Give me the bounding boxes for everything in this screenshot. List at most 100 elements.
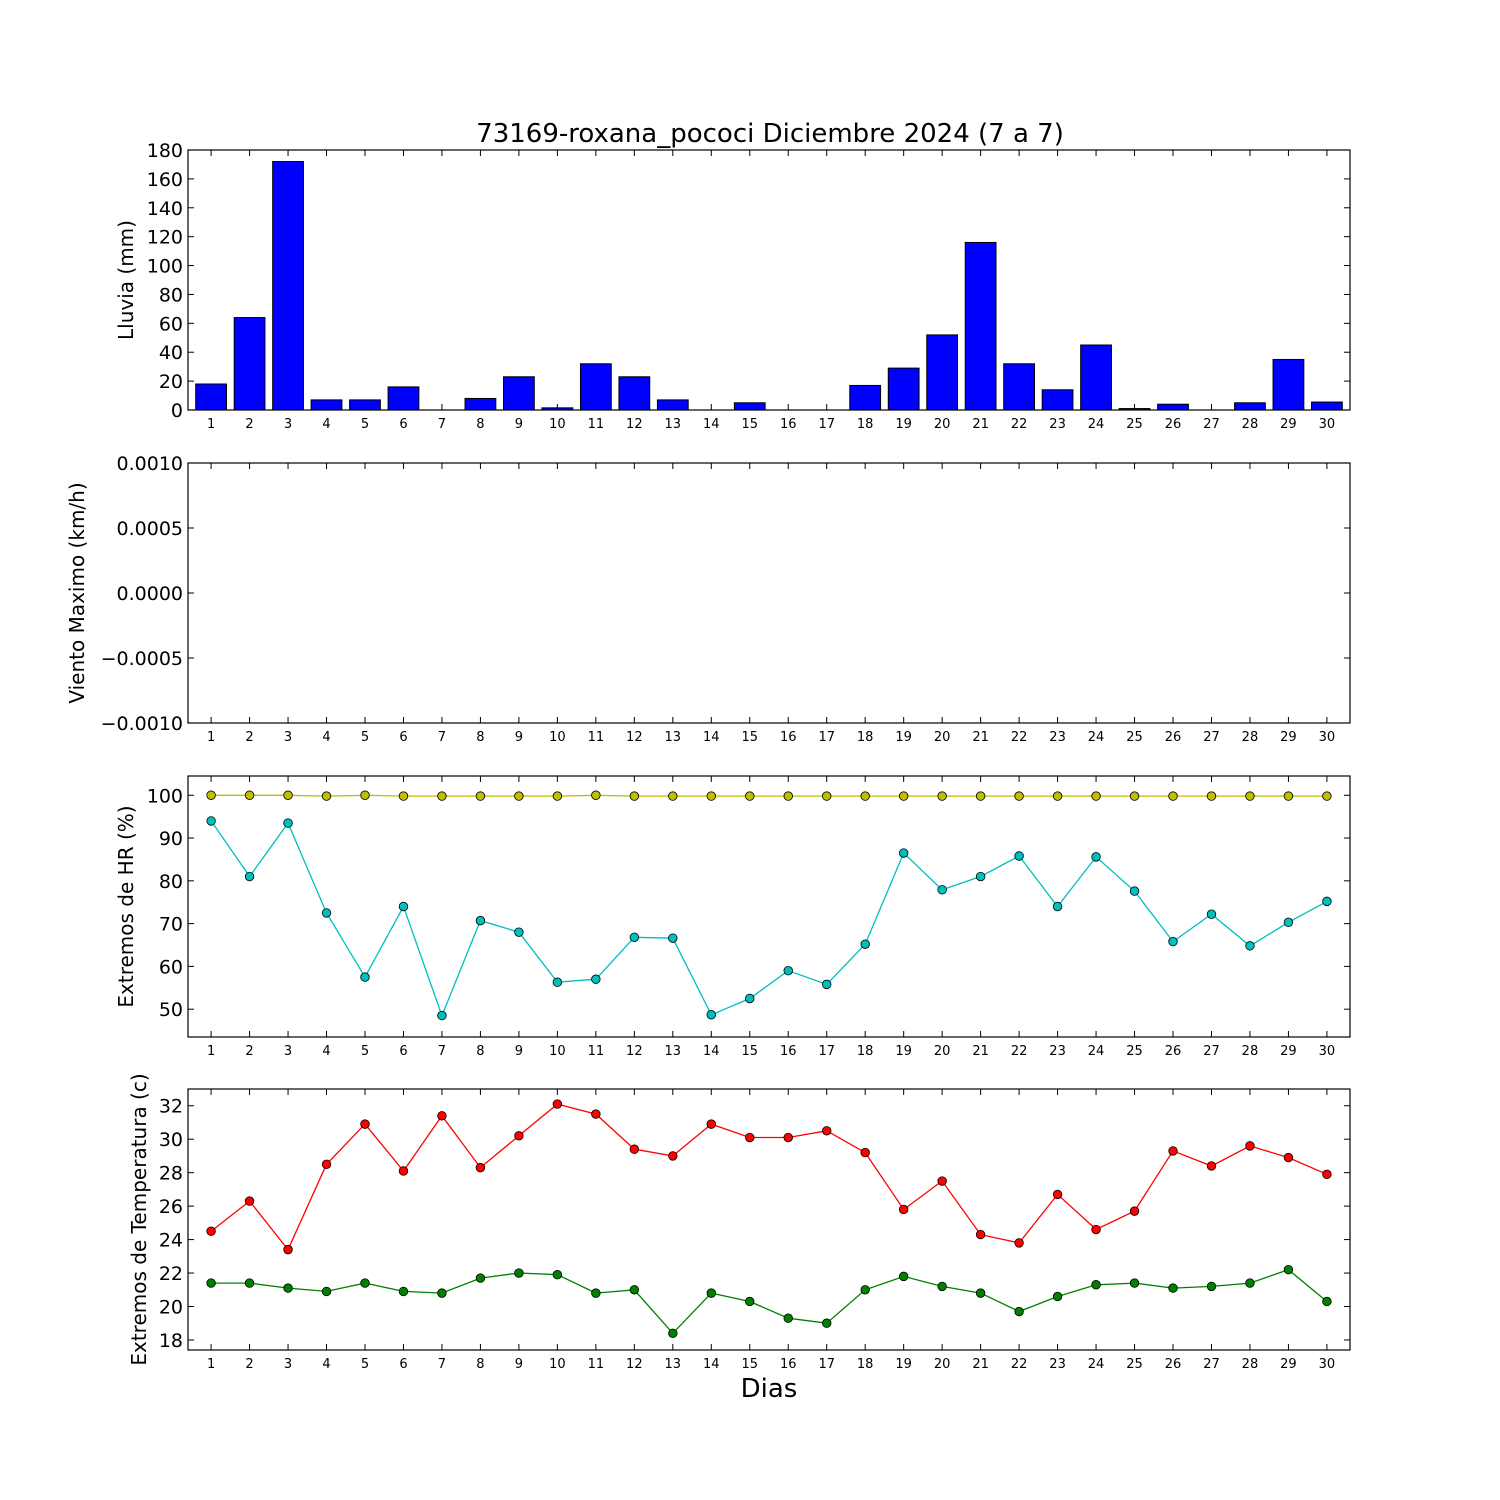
series-2-point-day-11 — [591, 974, 601, 984]
series-2-point-day-29 — [1283, 1264, 1294, 1275]
x-tick-label: 10 — [549, 1044, 566, 1059]
series-1-point-day-9 — [514, 791, 524, 801]
x-tick-label: 14 — [703, 417, 720, 432]
series-2-point-day-20 — [937, 885, 947, 895]
x-tick-label: 30 — [1319, 1044, 1336, 1059]
x-tick-label: 21 — [972, 417, 989, 432]
y-tick-label: 120 — [147, 227, 183, 249]
x-tick-label: 14 — [703, 1044, 720, 1059]
x-tick-label: 27 — [1203, 730, 1220, 745]
series-1-point-day-8 — [475, 1162, 486, 1173]
x-tick-label: 3 — [284, 1357, 292, 1372]
x-tick-label: 4 — [322, 417, 330, 432]
series-1-point-day-29 — [1283, 1152, 1294, 1163]
series-2-point-day-3 — [283, 818, 293, 828]
x-tick-label: 25 — [1126, 1044, 1143, 1059]
x-tick-label: 17 — [818, 417, 835, 432]
bar-day-13 — [656, 399, 689, 411]
y-tick-label: 24 — [159, 1230, 183, 1252]
x-tick-label: 5 — [361, 417, 369, 432]
y-tick-label: 70 — [159, 914, 183, 936]
y-tick-label: 140 — [147, 198, 183, 220]
x-tick-label: 18 — [857, 730, 874, 745]
bar-day-24 — [1080, 344, 1112, 411]
x-tick-label: 7 — [438, 1044, 446, 1059]
series-2-point-day-17 — [822, 979, 832, 990]
x-tick-label: 26 — [1165, 417, 1182, 432]
series-1-point-day-18 — [860, 1147, 870, 1158]
series-2-point-day-5 — [360, 1278, 370, 1288]
series-1-point-day-7 — [437, 791, 447, 801]
series-1-line — [210, 1103, 1328, 1251]
series-1-point-day-19 — [898, 791, 909, 801]
x-tick-label: 30 — [1319, 730, 1336, 745]
series-1-point-day-26 — [1168, 791, 1178, 801]
bar-day-8 — [464, 397, 497, 411]
x-tick-label: 1 — [207, 417, 215, 432]
series-1-point-day-10 — [552, 791, 563, 801]
series-2-line — [211, 1268, 1328, 1335]
x-tick-label: 15 — [741, 417, 758, 432]
x-tick-label: 12 — [626, 730, 643, 745]
x-tick-label: 8 — [476, 417, 484, 432]
series-2-point-day-7 — [437, 1288, 447, 1298]
bar-day-2 — [233, 317, 266, 411]
x-tick-label: 8 — [476, 730, 484, 745]
series-1-point-day-21 — [975, 791, 986, 801]
y-tick-label: 0.0000 — [117, 583, 183, 605]
series-2-point-day-11 — [591, 1288, 601, 1298]
x-tick-label: 8 — [476, 1357, 484, 1372]
y-axis-label: Extremos de Temperatura (c) — [127, 1073, 151, 1365]
chart-title: 73169-roxana_pococi Diciembre 2024 (7 a … — [476, 119, 1064, 149]
x-tick-label: 19 — [895, 730, 912, 745]
x-tick-label: 11 — [588, 730, 605, 745]
series-2-point-day-4 — [321, 1286, 332, 1297]
series-2-point-day-26 — [1168, 1283, 1178, 1293]
series-2-point-day-25 — [1129, 1278, 1140, 1288]
x-tick-label: 9 — [515, 417, 523, 432]
x-tick-label: 23 — [1049, 730, 1066, 745]
bar-day-11 — [579, 363, 612, 411]
x-tick-label: 23 — [1049, 1357, 1066, 1372]
x-tick-label: 10 — [549, 1357, 566, 1372]
series-2-point-day-12 — [629, 932, 640, 943]
series-2-point-day-9 — [514, 927, 524, 937]
x-tick-label: 17 — [818, 730, 835, 745]
y-tick-label: 20 — [159, 1297, 183, 1319]
x-tick-label: 1 — [207, 1044, 215, 1059]
x-tick-label: 26 — [1165, 730, 1182, 745]
series-1-point-day-21 — [975, 1229, 986, 1240]
series-1-point-day-12 — [629, 1144, 640, 1154]
x-tick-label: 22 — [1011, 1357, 1028, 1372]
panel-2: Viento Maximo (km/h) −0.0010 −0.0005 0.0000… — [65, 453, 1351, 745]
series-2-point-day-27 — [1206, 1281, 1217, 1292]
y-tick-label: 18 — [159, 1330, 183, 1352]
y-tick-label: 0.0005 — [117, 518, 183, 540]
series-2-point-day-2 — [244, 1278, 255, 1288]
series-1-point-day-17 — [822, 1126, 832, 1136]
x-tick-label: 15 — [741, 1044, 758, 1059]
bar-day-26 — [1157, 403, 1189, 411]
series-2-point-day-20 — [937, 1281, 947, 1292]
x-tick-label: 6 — [399, 1044, 407, 1059]
series-1-point-day-18 — [860, 791, 870, 801]
x-tick-label: 3 — [284, 730, 292, 745]
x-tick-label: 29 — [1280, 730, 1297, 745]
series-1-point-day-5 — [360, 790, 370, 800]
x-tick-label: 20 — [934, 1357, 951, 1372]
x-tick-label: 30 — [1319, 1357, 1336, 1372]
series-2-point-day-19 — [898, 1271, 909, 1282]
series-1-point-day-25 — [1129, 791, 1140, 801]
x-tick-label: 20 — [934, 730, 951, 745]
y-tick-label: 20 — [159, 371, 183, 393]
y-tick-label: 30 — [159, 1129, 183, 1151]
bar-day-21 — [964, 241, 997, 411]
y-tick-label: 160 — [147, 169, 183, 191]
series-2-point-day-15 — [745, 993, 755, 1004]
series-1-point-day-19 — [898, 1204, 909, 1215]
series-1-point-day-3 — [283, 790, 293, 800]
bar-day-15 — [733, 402, 766, 411]
x-tick-label: 26 — [1165, 1044, 1182, 1059]
series-2-point-day-23 — [1052, 901, 1063, 912]
x-tick-label: 13 — [665, 1044, 682, 1059]
